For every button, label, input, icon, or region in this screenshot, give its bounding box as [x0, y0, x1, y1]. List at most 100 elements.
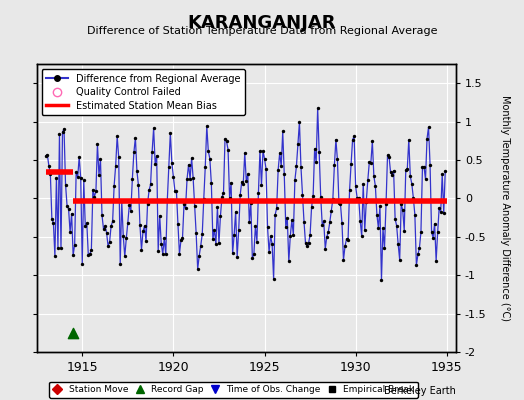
Point: [93, 141, 102, 147]
Point: [298, 192, 307, 198]
Point: [401, 167, 410, 174]
Point: [192, 230, 200, 237]
Point: [58, 129, 67, 135]
Point: [157, 240, 166, 247]
Point: [256, 148, 264, 154]
Point: [108, 218, 117, 225]
Point: [151, 160, 159, 167]
Point: [75, 154, 83, 160]
Point: [384, 152, 392, 158]
Point: [260, 155, 269, 162]
Point: [195, 253, 203, 259]
Point: [369, 173, 378, 179]
Point: [175, 251, 183, 257]
Point: [209, 236, 217, 242]
Point: [113, 133, 122, 140]
Point: [333, 156, 342, 162]
Point: [376, 203, 384, 209]
Point: [397, 200, 406, 207]
Point: [152, 152, 161, 159]
Point: [420, 164, 428, 170]
Point: [436, 209, 445, 215]
Point: [239, 181, 247, 187]
Point: [160, 235, 168, 242]
Point: [218, 194, 226, 200]
Text: Difference of Station Temperature Data from Regional Average: Difference of Station Temperature Data f…: [87, 26, 437, 36]
Point: [181, 205, 190, 212]
Point: [309, 193, 318, 200]
Y-axis label: Monthly Temperature Anomaly Difference (°C): Monthly Temperature Anomaly Difference (…: [500, 95, 510, 321]
Point: [330, 162, 339, 169]
Point: [388, 172, 396, 178]
Point: [367, 160, 375, 166]
Point: [327, 208, 335, 214]
Point: [117, 198, 126, 204]
Point: [55, 131, 63, 138]
Point: [371, 183, 379, 189]
Point: [112, 162, 120, 169]
Point: [335, 200, 343, 206]
Point: [247, 200, 255, 206]
Point: [300, 218, 308, 225]
Point: [379, 225, 387, 232]
Point: [183, 176, 191, 182]
Point: [356, 218, 364, 224]
Point: [125, 202, 134, 208]
Point: [365, 159, 374, 166]
Point: [233, 254, 242, 260]
Point: [268, 241, 276, 247]
Point: [139, 228, 147, 234]
Point: [85, 250, 94, 257]
Point: [350, 133, 358, 140]
Point: [54, 245, 62, 252]
Point: [403, 166, 411, 172]
Point: [222, 138, 231, 145]
Point: [440, 210, 448, 216]
Point: [361, 227, 369, 234]
Point: [441, 168, 450, 175]
Point: [193, 266, 202, 272]
Point: [60, 126, 68, 132]
Point: [189, 174, 198, 181]
Point: [100, 226, 108, 232]
Point: [248, 255, 257, 262]
Point: [325, 219, 334, 225]
Point: [64, 206, 73, 212]
Point: [210, 227, 219, 233]
Point: [95, 172, 103, 178]
Point: [412, 262, 421, 268]
Point: [380, 245, 389, 251]
Point: [140, 223, 149, 229]
Point: [89, 186, 97, 193]
Point: [318, 221, 326, 228]
Point: [368, 138, 377, 144]
Point: [232, 209, 240, 215]
Point: [396, 257, 404, 263]
Point: [254, 190, 263, 196]
Point: [344, 237, 352, 243]
Point: [405, 136, 413, 143]
Point: [124, 219, 132, 226]
Point: [145, 187, 153, 194]
Point: [186, 176, 194, 182]
Point: [46, 171, 54, 177]
Point: [105, 239, 114, 245]
Point: [51, 253, 59, 259]
Point: [266, 233, 275, 239]
Point: [336, 200, 345, 207]
Point: [295, 119, 303, 125]
Point: [342, 236, 351, 242]
Point: [168, 160, 176, 166]
Point: [133, 168, 141, 174]
Point: [77, 175, 85, 181]
Point: [146, 181, 155, 188]
Point: [391, 216, 399, 222]
Point: [394, 241, 402, 248]
Point: [271, 212, 279, 218]
Point: [438, 171, 446, 178]
Point: [373, 212, 381, 218]
Point: [49, 220, 58, 226]
Point: [215, 240, 223, 246]
Point: [144, 201, 152, 207]
Point: [329, 196, 337, 202]
